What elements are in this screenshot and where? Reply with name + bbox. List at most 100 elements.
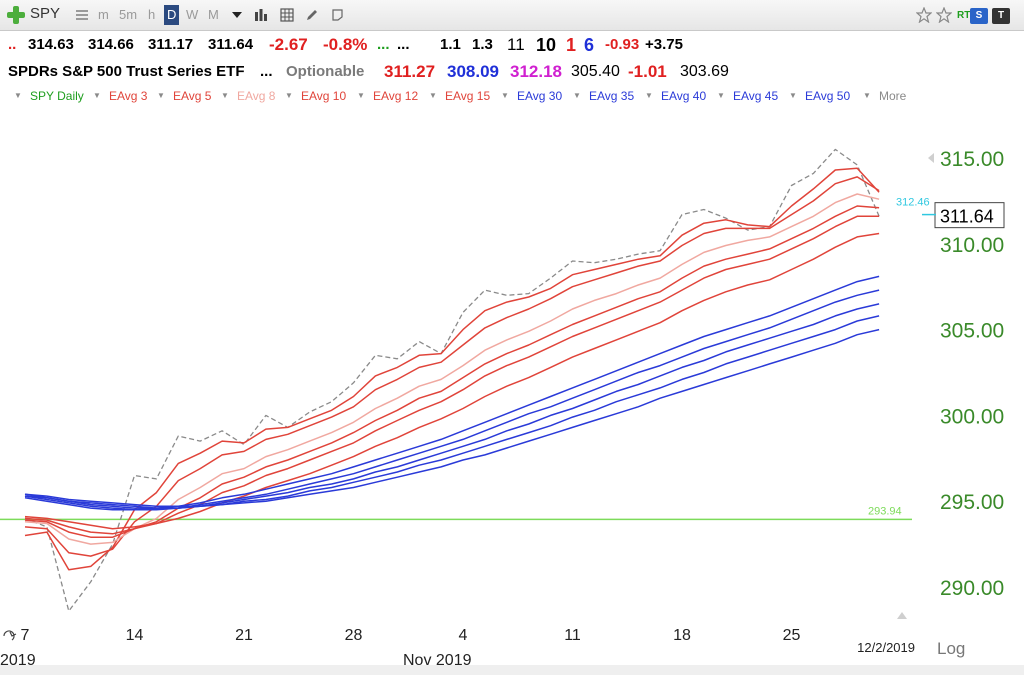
s-badge-icon[interactable]: S: [970, 8, 988, 24]
price-chart[interactable]: 293.94 290.00 295.00 300.00 305.00 310.00 315…: [0, 110, 1024, 665]
last-price-label: 311.64: [940, 207, 994, 227]
quote-open: 314.63: [28, 36, 74, 53]
legend-spy-daily[interactable]: SPY Daily: [30, 89, 84, 103]
y-tick-label: 315.00: [940, 148, 1004, 171]
interval-h-button[interactable]: h: [148, 7, 156, 22]
add-symbol-icon[interactable]: [7, 6, 25, 24]
quote2-value-1: 311.27: [384, 62, 436, 81]
series-line-eavg-30: [24, 275, 880, 511]
quote-value-1: 1.1: [440, 36, 461, 53]
legend-eavg-8[interactable]: EAvg 8: [237, 89, 276, 103]
x-tick-label: 4: [459, 627, 468, 644]
quote-high: 314.66: [88, 36, 134, 53]
x-tick-label: 7: [21, 627, 30, 644]
legend-arrow-icon: ▼: [93, 91, 101, 100]
quote-close: 311.64: [208, 36, 254, 53]
series-line-eavg-12: [24, 215, 880, 535]
quote-value-8: +3.75: [645, 36, 683, 53]
list-icon[interactable]: [75, 8, 89, 22]
last-price-box: [934, 202, 1005, 229]
legend-arrow-icon: ▼: [14, 91, 22, 100]
interval-m-button[interactable]: m: [98, 7, 109, 22]
scrollbar-track[interactable]: [0, 665, 1024, 675]
legend-arrow-icon: ▼: [221, 91, 229, 100]
legend-arrow-icon: ▼: [429, 91, 437, 100]
pen-icon[interactable]: [305, 8, 319, 22]
quote2-value-5: -1.01: [628, 62, 667, 81]
quote-change: -2.67: [269, 35, 308, 54]
legend-eavg-3[interactable]: EAvg 3: [109, 89, 148, 103]
interval-w-button[interactable]: W: [186, 7, 199, 22]
y-tick-label: 300.00: [940, 405, 1004, 428]
legend-arrow-icon: ▼: [573, 91, 581, 100]
x-tick-label: 28: [345, 627, 363, 644]
legend-arrow-icon: ▼: [789, 91, 797, 100]
current-date-label: 12/2/2019: [857, 640, 915, 655]
note-icon[interactable]: [330, 8, 344, 22]
scroll-left-arrow-icon: [928, 153, 934, 163]
x-month-label: Nov 2019: [403, 652, 472, 665]
y-tick-label: 305.00: [940, 320, 1004, 343]
legend-eavg-45[interactable]: EAvg 45: [733, 89, 779, 103]
star-icon[interactable]: [916, 7, 932, 23]
dropdown-icon[interactable]: [230, 8, 244, 22]
star-outline-icon[interactable]: [936, 7, 952, 23]
series-line-eavg-5: [24, 176, 880, 557]
quote-row: .. 314.63 314.66 311.17 311.64 -2.67 -0.…: [0, 33, 1024, 57]
marker-price-label: 312.46: [896, 197, 930, 209]
legend-eavg-5[interactable]: EAvg 5: [173, 89, 212, 103]
quote2-dots: ...: [260, 63, 273, 80]
legend-arrow-icon: ▼: [863, 91, 871, 100]
legend-eavg-10[interactable]: EAvg 10: [301, 89, 347, 103]
quote2-value-3: 312.18: [510, 62, 562, 81]
legend-arrow-icon: ▼: [645, 91, 653, 100]
bar-chart-icon[interactable]: [254, 8, 268, 22]
x-tick-label: 21: [235, 627, 253, 644]
log-scale-button[interactable]: Log: [937, 639, 965, 658]
legend-eavg-12[interactable]: EAvg 12: [373, 89, 419, 103]
interval-d-button[interactable]: D: [164, 5, 180, 25]
series-line-eavg-3: [24, 167, 880, 571]
x-tick-label: 18: [673, 627, 691, 644]
legend-eavg-35[interactable]: EAvg 35: [589, 89, 635, 103]
rt-badge-icon[interactable]: RT: [957, 10, 971, 21]
scroll-up-arrow-icon: [897, 612, 907, 619]
interval-m-monthly-button[interactable]: M: [208, 7, 219, 22]
legend-eavg-50[interactable]: EAvg 50: [805, 89, 851, 103]
x-tick-label: 11: [564, 627, 581, 644]
quote-low: 311.17: [148, 36, 194, 53]
legend-more-link[interactable]: More: [879, 89, 907, 103]
horizontal-line-label: 293.94: [868, 505, 902, 517]
legend-eavg-15[interactable]: EAvg 15: [445, 89, 491, 103]
quote-value-7: -0.93: [605, 36, 640, 53]
series-line-eavg-35: [24, 289, 880, 511]
quote-value-2: 1.3: [472, 36, 493, 53]
quote-dots: ..: [8, 36, 17, 53]
interval-5m-button[interactable]: 5m: [119, 7, 138, 22]
series-line-spy-daily: [24, 148, 880, 612]
legend-arrow-icon: ▼: [501, 91, 509, 100]
series-line-eavg-15: [24, 232, 880, 530]
symbol-field[interactable]: SPY: [30, 5, 61, 22]
toolbar: SPY m 5m h D W M RT S T: [0, 0, 1024, 31]
y-tick-label: 295.00: [940, 491, 1004, 514]
legend-arrow-icon: ▼: [357, 91, 365, 100]
legend-eavg-40[interactable]: EAvg 40: [661, 89, 707, 103]
t-badge-icon[interactable]: T: [992, 8, 1010, 24]
quote-value-5: 1: [566, 35, 577, 55]
x-tick-label: 25: [783, 627, 801, 644]
legend-eavg-30[interactable]: EAvg 30: [517, 89, 563, 103]
grid-icon[interactable]: [280, 8, 294, 22]
quote-change-pct: -0.8%: [323, 35, 368, 54]
legend-arrow-icon: ▼: [717, 91, 725, 100]
y-tick-label: 290.00: [940, 577, 1004, 600]
quote-value-3: 11: [507, 35, 525, 54]
refresh-icon: [3, 630, 17, 641]
quote2-value-2: 308.09: [447, 62, 499, 81]
study-legend: ▼ SPY Daily ▼ EAvg 3 ▼ EAvg 5 ▼ EAvg 8 ▼…: [0, 85, 1024, 107]
quote2-value-4: 305.40: [571, 63, 620, 80]
series-line-eavg-50: [24, 328, 880, 508]
series-line-eavg-10: [24, 205, 880, 538]
series-line-eavg-45: [24, 315, 880, 509]
legend-arrow-icon: ▼: [285, 91, 293, 100]
